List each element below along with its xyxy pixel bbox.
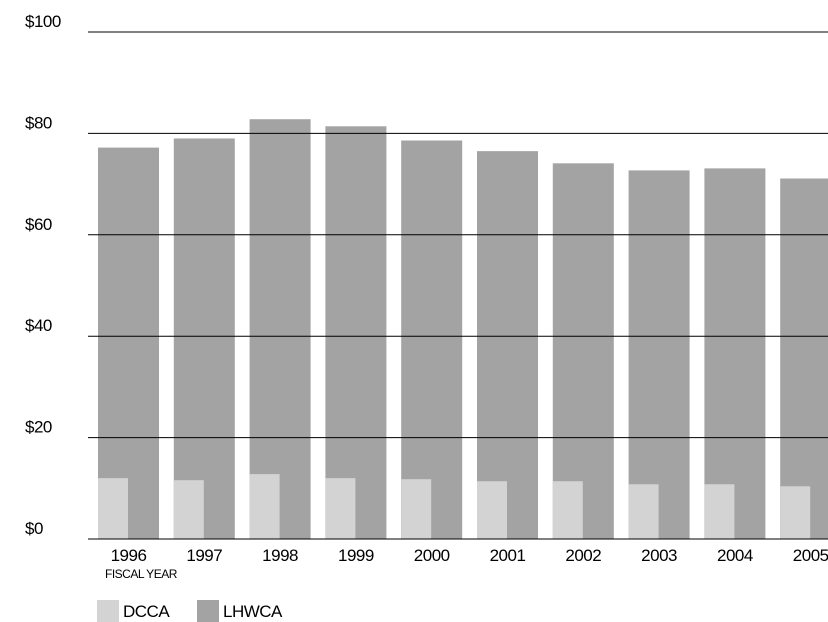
bar bbox=[401, 140, 463, 540]
bar bbox=[98, 478, 128, 539]
bar bbox=[173, 480, 204, 539]
x-tick-label: 2002 bbox=[565, 546, 601, 565]
legend-swatch bbox=[197, 600, 219, 622]
y-tick-label: $40 bbox=[25, 316, 52, 335]
y-tick-label: $20 bbox=[25, 418, 52, 437]
x-tick-label: 2005 bbox=[793, 546, 828, 565]
legend-label: DCCA bbox=[123, 602, 170, 621]
bar bbox=[628, 170, 690, 539]
x-tick-label: 2000 bbox=[414, 546, 450, 565]
x-axis-label: FISCAL YEAR bbox=[105, 567, 178, 581]
x-tick-label: 1996 bbox=[111, 546, 147, 565]
x-tick-label: 2001 bbox=[490, 546, 526, 565]
x-tick-label: 2004 bbox=[717, 546, 753, 565]
bar bbox=[98, 147, 159, 539]
bar bbox=[552, 163, 614, 540]
x-tick-label: 1999 bbox=[338, 546, 374, 565]
y-tick-label: $80 bbox=[25, 113, 52, 132]
bar bbox=[401, 479, 432, 539]
bar bbox=[704, 168, 766, 539]
bar bbox=[477, 481, 507, 539]
bar bbox=[477, 151, 538, 539]
bar bbox=[249, 119, 311, 539]
bar bbox=[780, 486, 811, 539]
bar bbox=[325, 126, 387, 539]
bar bbox=[780, 178, 828, 539]
bar bbox=[552, 481, 583, 539]
bar bbox=[325, 478, 356, 539]
bar bbox=[249, 474, 280, 539]
x-tick-label: 1998 bbox=[262, 546, 298, 565]
x-tick-label: 2003 bbox=[641, 546, 677, 565]
bar bbox=[173, 138, 235, 539]
bar bbox=[704, 484, 735, 539]
y-tick-label: $100 bbox=[25, 12, 61, 31]
legend-swatch bbox=[97, 600, 119, 622]
y-tick-label: $0 bbox=[25, 519, 43, 538]
x-tick-label: 1997 bbox=[186, 546, 222, 565]
legend-label: LHWCA bbox=[223, 602, 283, 621]
y-tick-label: $60 bbox=[25, 215, 52, 234]
bar bbox=[628, 484, 659, 539]
